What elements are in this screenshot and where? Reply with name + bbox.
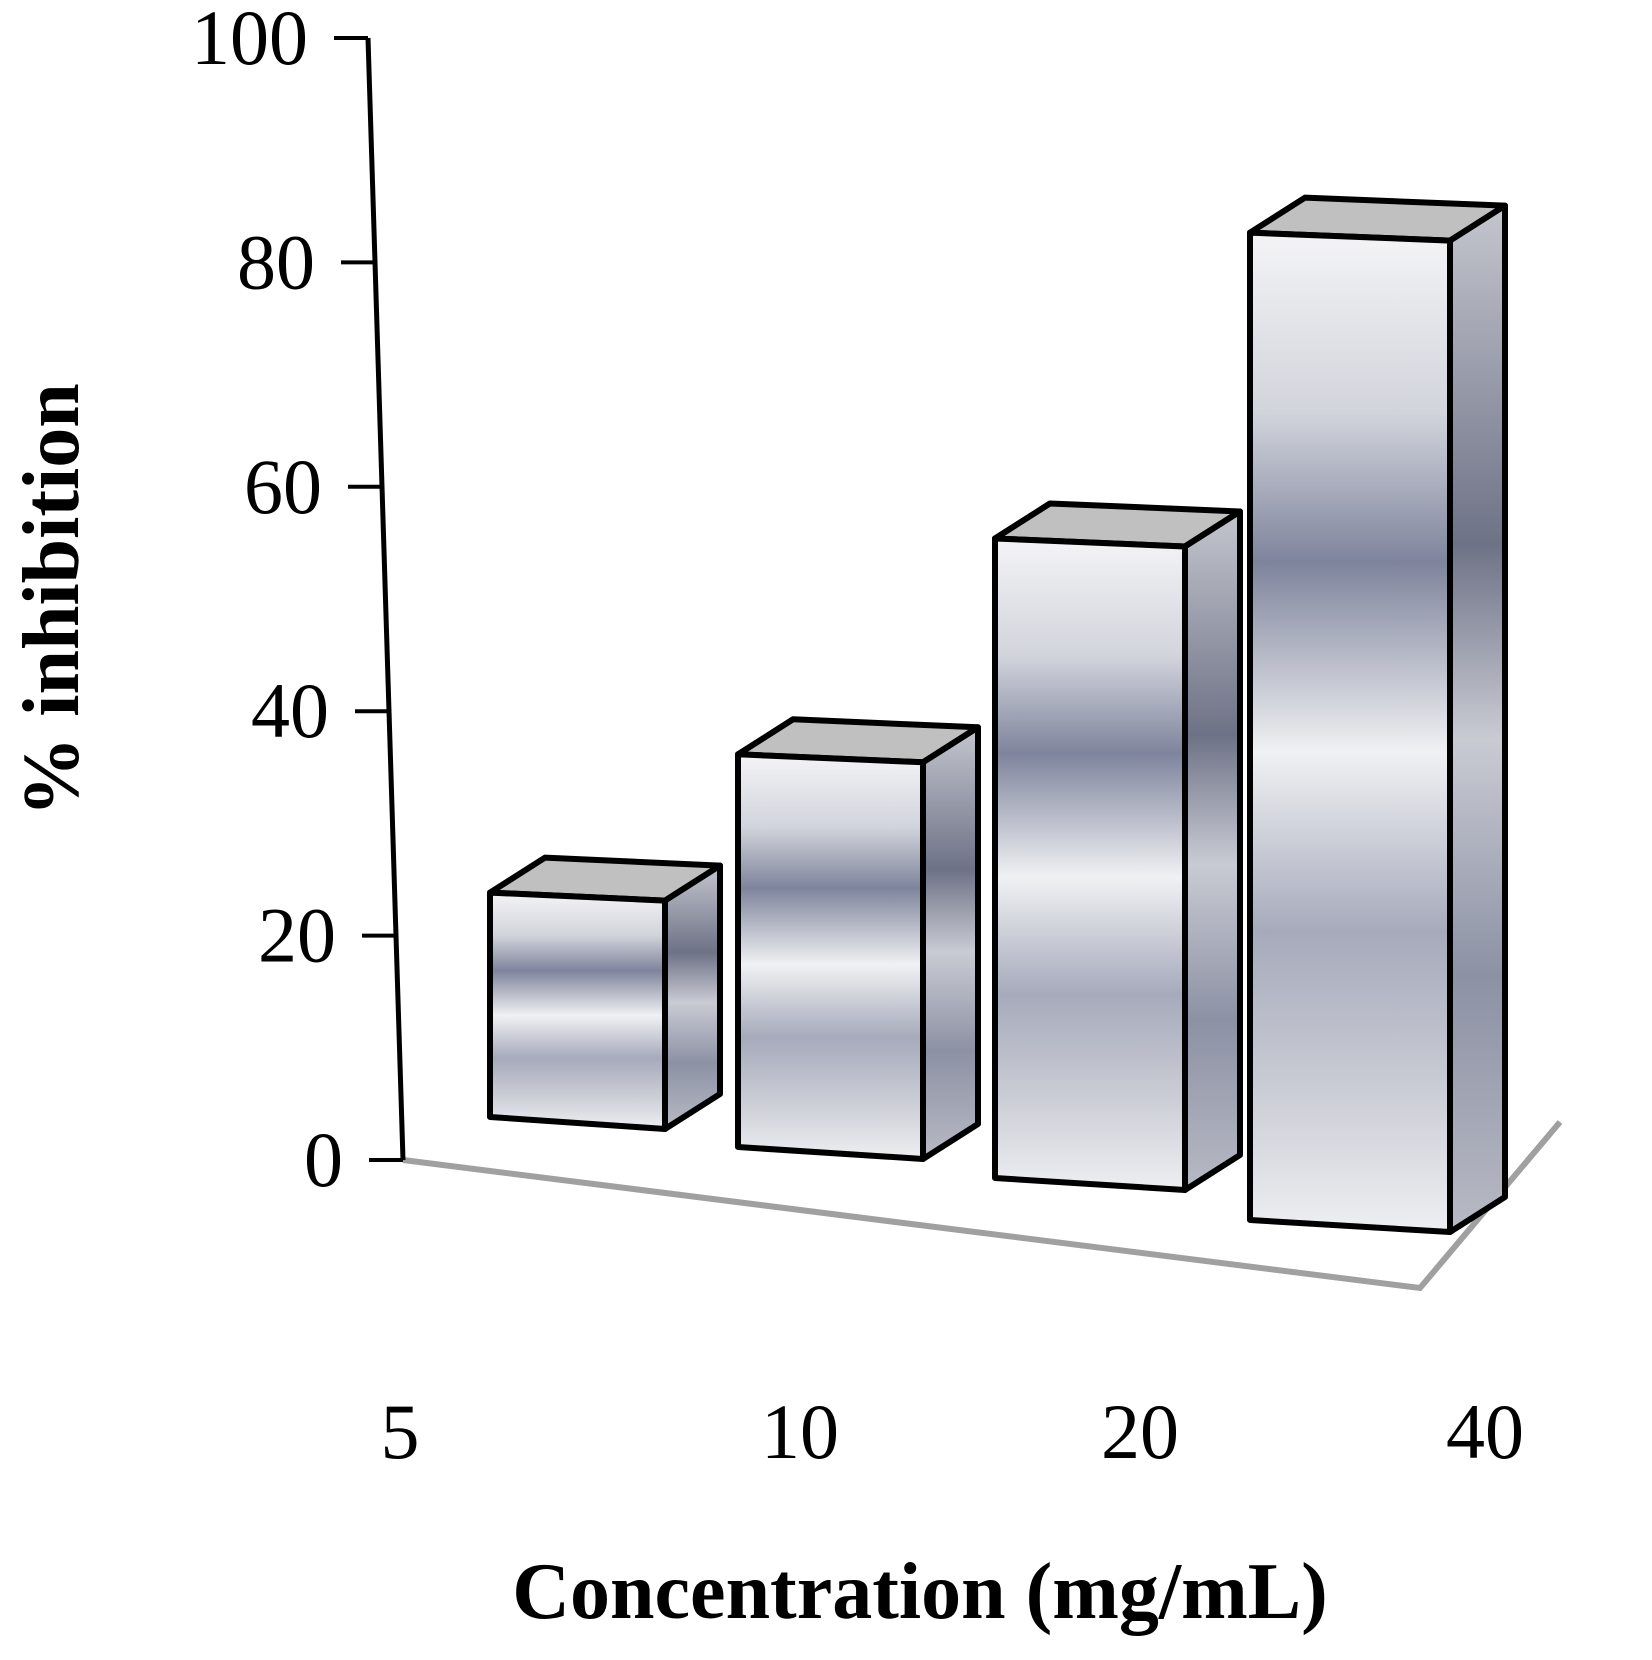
y-axis: 0 20 40 60 80 100 [191, 0, 406, 1203]
y-tick-label: 100 [191, 0, 308, 81]
x-axis-title: Concentration (mg/mL) [512, 1548, 1327, 1636]
y-tick-label: 60 [244, 443, 322, 530]
bar-side-face [662, 862, 723, 1132]
x-tick-label: 5 [381, 1388, 420, 1475]
chart-floor [402, 1120, 1563, 1292]
bar-side-face [1182, 508, 1243, 1193]
y-axis-line [365, 37, 406, 1161]
bar-front-face [1247, 229, 1453, 1235]
floor-edge [402, 1120, 1563, 1292]
x-tick-label: 40 [1446, 1388, 1524, 1475]
bar [487, 854, 723, 1132]
y-tick-label: 80 [237, 218, 315, 305]
bar-side-face [1447, 202, 1508, 1235]
bar [992, 500, 1243, 1193]
bar-front-face [992, 535, 1188, 1193]
bar-front-face [735, 751, 926, 1162]
y-axis-title: % inhibition [8, 383, 96, 817]
x-tick-labels: 5 10 20 40 [381, 1388, 1525, 1475]
bar [735, 716, 981, 1162]
x-tick-label: 10 [761, 1388, 839, 1475]
bar-side-face [920, 724, 981, 1162]
y-tick-label: 20 [258, 892, 336, 979]
bar-front-face [487, 889, 668, 1132]
bar [1247, 194, 1508, 1235]
x-tick-label: 20 [1101, 1388, 1179, 1475]
bars [487, 194, 1508, 1235]
y-tick-label: 0 [304, 1116, 343, 1203]
y-tick-label: 40 [251, 667, 329, 754]
